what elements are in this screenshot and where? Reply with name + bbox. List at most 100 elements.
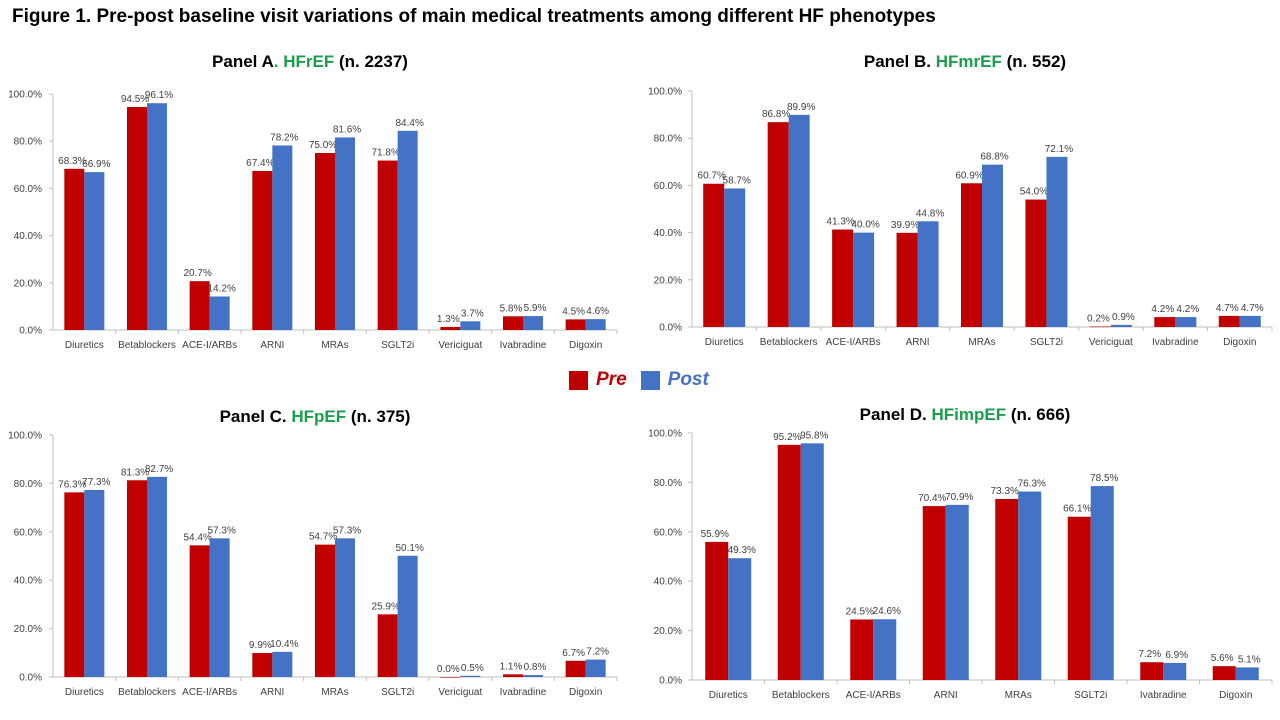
data-label-post-digoxin: 5.1% bbox=[1238, 654, 1261, 665]
data-label-post-betablockers: 89.9% bbox=[787, 102, 815, 113]
legend: Pre Post bbox=[569, 368, 723, 392]
panel-b-prefix: Panel B. bbox=[863, 52, 931, 71]
data-label-post-mras: 57.3% bbox=[333, 525, 361, 536]
bar-pre-ivabradine bbox=[503, 674, 523, 677]
category-label-digoxin: Digoxin bbox=[569, 340, 602, 351]
data-label-pre-arni: 9.9% bbox=[249, 640, 272, 651]
data-label-pre-arni: 39.9% bbox=[891, 220, 919, 231]
category-label-arni: ARNI bbox=[260, 340, 284, 351]
category-label-mras: MRAs bbox=[968, 337, 995, 348]
bar-pre-sglt2i bbox=[1067, 516, 1091, 680]
y-tick-label-b: 40.0% bbox=[654, 228, 682, 239]
legend-label-pre: Pre bbox=[596, 369, 627, 390]
data-label-post-digoxin: 7.2% bbox=[586, 647, 609, 658]
y-tick-label-b: 100.0% bbox=[648, 87, 682, 98]
panel-a-separator: . bbox=[273, 52, 284, 71]
y-tick-label-a: 40.0% bbox=[14, 231, 42, 242]
data-label-pre-betablockers: 95.2% bbox=[773, 432, 801, 443]
data-label-post-sglt2i: 84.4% bbox=[395, 118, 423, 129]
bar-pre-digoxin bbox=[565, 660, 586, 677]
category-label-digoxin: Digoxin bbox=[1223, 337, 1256, 348]
bar-post-sglt2i bbox=[397, 130, 418, 330]
data-label-post-vericiguat: 3.7% bbox=[461, 308, 484, 319]
data-label-pre-ivabradine: 7.2% bbox=[1138, 649, 1161, 660]
legend-item-post: Post bbox=[640, 369, 709, 391]
panel-c-prefix: Panel C. bbox=[219, 407, 287, 426]
y-tick-label-a: 80.0% bbox=[14, 137, 42, 148]
bar-pre-betablockers bbox=[777, 444, 801, 680]
data-label-pre-mras: 73.3% bbox=[991, 486, 1019, 497]
chart-panel-a: 0.0% 20.0% 40.0% 60.0% 80.0% 100.0% 68.3%66.9%… bbox=[8, 90, 618, 351]
bar-post-diuretics bbox=[84, 489, 105, 677]
category-label-betablockers: Betablockers bbox=[118, 340, 176, 351]
bar-post-ivabradine bbox=[523, 316, 543, 330]
data-label-post-arni: 78.2% bbox=[270, 132, 298, 143]
data-label-post-diuretics: 77.3% bbox=[82, 477, 110, 488]
data-label-post-ivabradine: 6.9% bbox=[1165, 650, 1188, 661]
data-label-post-ace-i-arbs: 14.2% bbox=[207, 283, 235, 294]
y-tick-label-c: 80.0% bbox=[14, 479, 42, 490]
panel-c-phenotype: HFpEF bbox=[291, 407, 347, 426]
bar-pre-ace-i-arbs bbox=[189, 545, 210, 677]
data-label-pre-ivabradine: 5.8% bbox=[500, 303, 523, 314]
panel-d-phenotype: HFimpEF bbox=[931, 405, 1007, 424]
panel-d-prefix: Panel D. bbox=[859, 405, 927, 424]
data-label-pre-diuretics: 60.7% bbox=[698, 171, 726, 182]
data-label-post-digoxin: 4.6% bbox=[586, 306, 609, 317]
bar-pre-vericiguat bbox=[440, 326, 461, 330]
bar-pre-ace-i-arbs bbox=[832, 229, 854, 327]
bar-post-digoxin bbox=[1239, 315, 1261, 327]
data-label-pre-digoxin: 4.7% bbox=[1216, 303, 1239, 314]
category-label-ivabradine: Ivabradine bbox=[500, 687, 547, 698]
data-label-pre-mras: 75.0% bbox=[309, 140, 337, 151]
data-label-pre-diuretics: 68.3% bbox=[58, 156, 86, 167]
data-label-post-vericiguat: 0.5% bbox=[461, 663, 484, 674]
data-label-pre-arni: 70.4% bbox=[918, 493, 946, 504]
bar-pre-ace-i-arbs bbox=[189, 281, 210, 330]
data-label-post-ace-i-arbs: 24.6% bbox=[873, 606, 901, 617]
chart-panel-d: 0.0% 20.0% 40.0% 60.0% 80.0% 100.0% 55.9% 49.3%… bbox=[648, 429, 1273, 701]
category-label-diuretics: Diuretics bbox=[65, 687, 104, 698]
y-tick-label-c: 20.0% bbox=[14, 624, 42, 635]
bar-pre-betablockers bbox=[127, 106, 147, 330]
panel-b-count: (n. 552) bbox=[1001, 52, 1067, 71]
category-label-betablockers: Betablockers bbox=[118, 687, 176, 698]
category-label-ivabradine: Ivabradine bbox=[1140, 690, 1187, 701]
data-label-post-vericiguat: 0.9% bbox=[1112, 312, 1135, 323]
y-tick-label-a: 100.0% bbox=[8, 90, 42, 101]
bar-post-digoxin bbox=[585, 319, 606, 330]
panel-a-count: (n. 2237) bbox=[334, 52, 408, 71]
data-label-pre-digoxin: 6.7% bbox=[562, 648, 585, 659]
data-label-post-arni: 10.4% bbox=[270, 639, 298, 650]
data-label-post-mras: 76.3% bbox=[1018, 479, 1046, 490]
category-label-arni: ARNI bbox=[934, 690, 958, 701]
bar-post-ace-i-arbs bbox=[209, 296, 230, 330]
data-label-pre-mras: 60.9% bbox=[955, 170, 983, 181]
data-label-pre-vericiguat: 1.3% bbox=[437, 314, 460, 325]
bar-pre-diuretics bbox=[64, 492, 85, 677]
category-label-digoxin: Digoxin bbox=[569, 687, 602, 698]
bar-post-mras bbox=[335, 137, 355, 330]
bar-post-betablockers bbox=[147, 476, 167, 677]
bar-post-diuretics bbox=[724, 188, 746, 327]
data-label-pre-diuretics: 76.3% bbox=[58, 479, 86, 490]
category-label-ace-i-arbs: ACE-I/ARBs bbox=[182, 687, 237, 698]
y-tick-label-d: 40.0% bbox=[654, 577, 682, 588]
bar-post-mras bbox=[982, 164, 1003, 327]
y-tick-label-d: 0.0% bbox=[659, 676, 682, 687]
bar-post-arni bbox=[272, 651, 293, 677]
bar-post-ivabradine bbox=[1163, 662, 1187, 680]
y-tick-label-d: 20.0% bbox=[654, 626, 682, 637]
data-label-pre-ace-i-arbs: 41.3% bbox=[826, 217, 854, 228]
category-label-vericiguat: Vericiguat bbox=[438, 687, 482, 698]
panel-d-count: (n. 666) bbox=[1006, 405, 1071, 424]
panel-c-title: Panel C. HFpEF (n. 375) bbox=[200, 407, 430, 427]
category-label-arni: ARNI bbox=[260, 687, 284, 698]
data-label-post-diuretics: 49.3% bbox=[728, 545, 756, 556]
bar-post-arni bbox=[272, 145, 293, 330]
category-label-mras: MRAs bbox=[321, 687, 348, 698]
bar-post-betablockers bbox=[147, 103, 167, 330]
bar-post-ace-i-arbs bbox=[873, 619, 897, 680]
bar-pre-vericiguat bbox=[1089, 326, 1111, 328]
data-label-pre-sglt2i: 66.1% bbox=[1063, 504, 1091, 515]
